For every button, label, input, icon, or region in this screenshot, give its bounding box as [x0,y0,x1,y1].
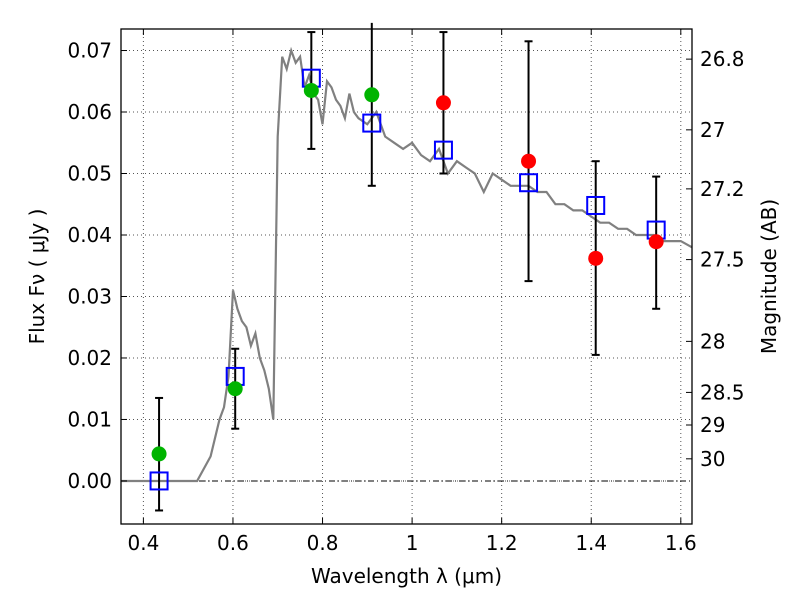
observed-photometry-points [151,82,664,462]
magnitude-tick-label: 27.2 [700,177,745,201]
y-tick-label: 0.07 [67,39,112,63]
y-tick-label: 0.02 [67,346,112,370]
magnitude-axis-ticks: 26.8 27 27.2 27.5 28 28.5 29 30 [686,47,745,471]
x-tick-label: 1.2 [486,531,518,555]
model-square [149,471,169,491]
y-axis-label: Flux Fν ( μJy ) [25,209,49,345]
magnitude-tick-label: 28.5 [700,380,745,404]
x-axis-label: Wavelength λ (μm) [311,564,502,588]
y-tick-label: 0.05 [67,162,112,186]
y-tick-label: 0.06 [67,100,112,124]
y-tick-label: 0.00 [67,469,112,493]
red-data-point [521,153,537,169]
magnitude-tick-label: 30 [700,447,725,471]
error-bars [155,22,661,512]
x-axis-ticks: 0.4 0.6 0.8 1 1.2 1.4 1.6 [127,29,697,555]
x-tick-label: 0.4 [127,531,159,555]
model-photometry-squares [149,68,666,491]
magnitude-tick-label: 27 [700,118,725,142]
sed-line [121,46,693,483]
error-bar [367,22,376,187]
x-tick-label: 0.8 [307,531,339,555]
y-tick-label: 0.01 [67,407,112,431]
green-data-point [364,87,380,103]
right-axis-label: Magnitude (AB) [757,199,781,354]
red-data-point [648,234,664,250]
red-data-point [588,250,604,266]
magnitude-tick-label: 28 [700,329,725,353]
plot-frame [120,28,693,525]
y-tick-label: 0.03 [67,284,112,308]
grid-lines [121,29,692,524]
x-tick-label: 1 [406,531,419,555]
magnitude-tick-label: 27.5 [700,248,745,272]
magnitude-tick-label: 29 [700,413,725,437]
model-square [586,195,606,215]
x-tick-label: 1.4 [575,531,607,555]
green-data-point [227,381,243,397]
y-axis-ticks: 0.00 0.01 0.02 0.03 0.04 0.05 0.06 0.07 [67,39,127,493]
magnitude-tick-label: 26.8 [700,47,745,71]
green-data-point [151,446,167,462]
sed-model-curve [121,46,693,483]
red-data-point [435,95,451,111]
model-square [433,140,453,160]
model-square [362,113,382,133]
green-data-point [303,82,319,98]
x-tick-label: 0.6 [217,531,249,555]
y-tick-label: 0.04 [67,223,112,247]
x-tick-label: 1.6 [665,531,697,555]
model-square [519,173,539,193]
